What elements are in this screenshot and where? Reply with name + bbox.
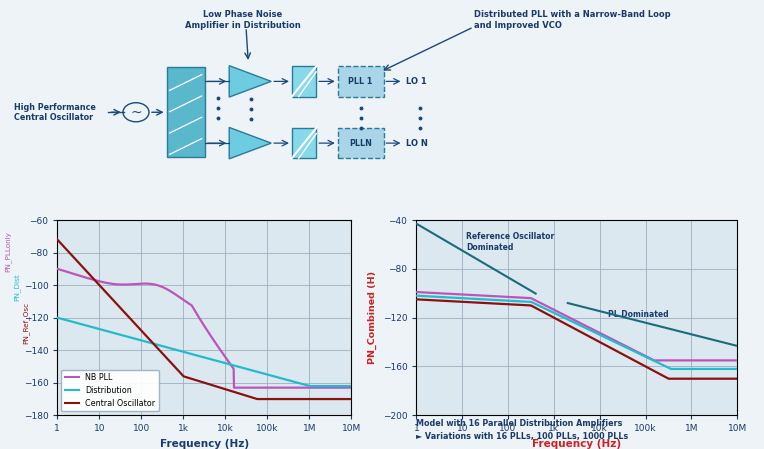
Polygon shape [229,128,271,159]
Bar [292,66,316,97]
Text: PLL 1: PLL 1 [348,77,373,86]
Text: PL Dominated: PL Dominated [608,309,668,318]
Text: PN_Ref_Osc: PN_Ref_Osc [23,302,29,344]
Polygon shape [229,66,271,97]
Text: PLLN: PLLN [349,139,372,148]
Text: PN_Dist: PN_Dist [14,273,20,301]
Text: PN_PLLonly: PN_PLLonly [5,231,11,272]
Text: LO N: LO N [406,139,429,148]
Text: Distributed PLL with a Narrow-Band Loop
and Improved VCO: Distributed PLL with a Narrow-Band Loop … [474,10,670,30]
Text: Model with 16 Parallel Distribution Amplifiers: Model with 16 Parallel Distribution Ampl… [416,418,623,427]
Bar [292,128,316,158]
X-axis label: Frequency (Hz): Frequency (Hz) [533,439,621,449]
Text: Reference Oscillator
Dominated: Reference Oscillator Dominated [466,232,554,252]
Y-axis label: PN_Combined (H): PN_Combined (H) [368,271,377,364]
Text: LO 1: LO 1 [406,77,427,86]
Text: High Performance
Central Oscillator: High Performance Central Oscillator [14,102,96,122]
Text: ~: ~ [130,105,142,119]
Legend: NB PLL, Distribution, Central Oscillator: NB PLL, Distribution, Central Oscillator [61,370,159,411]
Bar [167,67,205,157]
X-axis label: Frequency (Hz): Frequency (Hz) [160,439,249,449]
Bar [338,128,384,158]
Bar [338,66,384,97]
Text: Low Phase Noise
Amplifier in Distribution: Low Phase Noise Amplifier in Distributio… [185,10,301,30]
Text: ► Variations with 16 PLLs, 100 PLLs, 1000 PLLs: ► Variations with 16 PLLs, 100 PLLs, 100… [416,432,629,441]
